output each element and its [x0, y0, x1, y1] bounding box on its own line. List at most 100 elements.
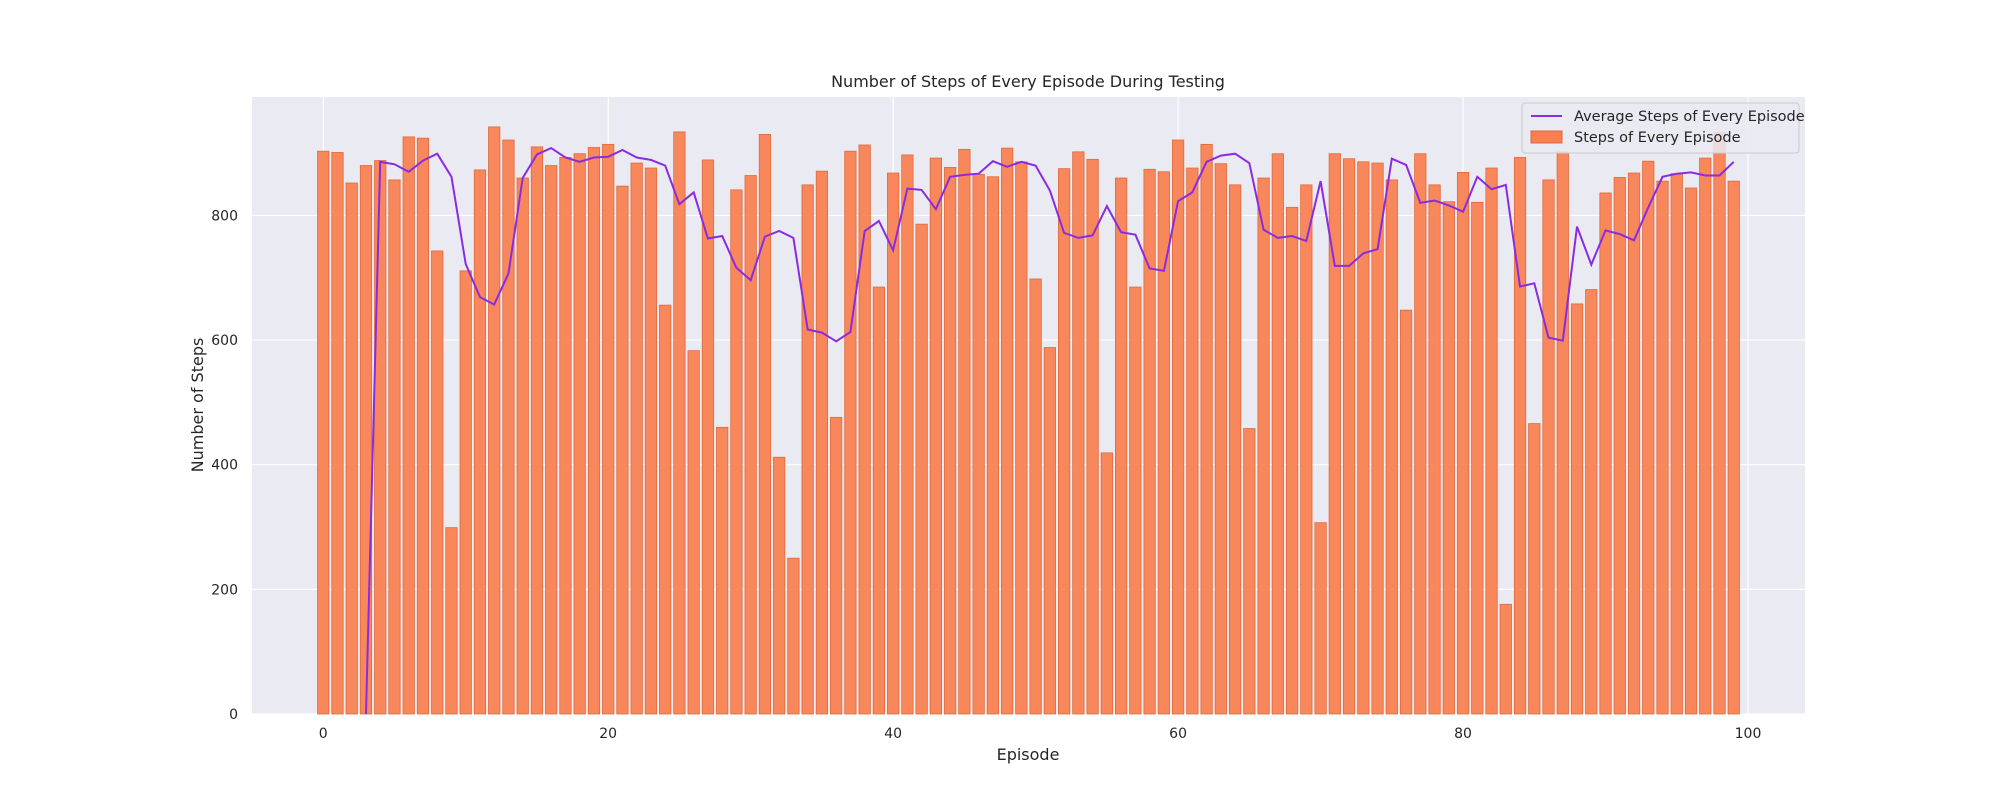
- bar: [1157, 171, 1170, 715]
- bar: [787, 557, 800, 715]
- bar: [1186, 167, 1199, 715]
- bar: [830, 416, 843, 715]
- average-line: [365, 146, 1735, 715]
- bar: [1713, 132, 1726, 715]
- bar: [1456, 172, 1470, 715]
- x-tick-label: 60: [1169, 726, 1187, 742]
- bar: [844, 150, 857, 715]
- bar: [1542, 179, 1555, 715]
- bar: [1371, 162, 1384, 715]
- bar: [744, 175, 757, 715]
- bar: [359, 165, 373, 715]
- bar: [573, 153, 586, 715]
- bar: [1428, 184, 1441, 715]
- bar: [1200, 143, 1213, 715]
- bar: [701, 159, 715, 715]
- x-tick-labels: 0 20 40 60 80 100: [319, 726, 1762, 742]
- bar: [1015, 161, 1028, 715]
- bar: [545, 165, 558, 715]
- bar: [402, 136, 415, 715]
- bar: [1485, 167, 1498, 715]
- bar: [1556, 151, 1569, 715]
- bar: [459, 270, 472, 715]
- bar: [1001, 147, 1014, 715]
- bar: [758, 133, 772, 715]
- bar: [1115, 177, 1128, 715]
- bar: [1300, 184, 1313, 715]
- bar: [872, 286, 885, 715]
- legend-box: [1521, 102, 1800, 154]
- bar: [673, 131, 686, 715]
- bar: [1613, 176, 1626, 715]
- bar: [815, 170, 829, 715]
- bar: [530, 146, 544, 715]
- legend: Average Steps of Every Episode Steps of …: [1521, 102, 1805, 154]
- bar: [1585, 289, 1598, 715]
- bar-series: [317, 126, 1740, 715]
- bar: [773, 456, 786, 715]
- bar: [1656, 180, 1669, 715]
- bar: [1414, 153, 1427, 715]
- x-tick-label: 0: [319, 726, 328, 742]
- x-tick-label: 80: [1454, 726, 1472, 742]
- bar: [901, 154, 914, 715]
- bar: [559, 157, 572, 715]
- y-tick-label: 600: [211, 333, 238, 349]
- bar: [345, 182, 358, 715]
- bar: [1058, 168, 1071, 715]
- y-axis-title: Number of Steps: [188, 338, 207, 473]
- bar: [1499, 603, 1512, 715]
- legend-bar-swatch: [1530, 130, 1563, 144]
- bar: [1684, 187, 1698, 715]
- bar: [858, 144, 871, 715]
- x-tick-label: 20: [599, 726, 617, 742]
- legend-label-average: Average Steps of Every Episode: [1574, 109, 1805, 125]
- bar: [630, 162, 643, 715]
- bar: [502, 139, 515, 715]
- bar: [1528, 423, 1541, 715]
- bar: [887, 172, 900, 715]
- bar: [716, 426, 729, 715]
- bar: [1627, 172, 1641, 715]
- y-tick-label: 0: [229, 707, 238, 723]
- bar: [1100, 452, 1113, 715]
- bar: [1129, 286, 1142, 715]
- bar: [488, 126, 501, 715]
- bar: [1143, 168, 1156, 715]
- bar: [944, 167, 957, 715]
- bar: [1357, 161, 1370, 715]
- bar: [1214, 163, 1227, 715]
- bar: [1399, 309, 1413, 715]
- bar: [317, 150, 330, 715]
- bar: [602, 143, 615, 715]
- bar: [1043, 347, 1056, 715]
- bar: [644, 167, 658, 715]
- bar: [1727, 180, 1740, 715]
- bar: [958, 148, 971, 715]
- bar: [1285, 206, 1299, 715]
- bar: [1228, 184, 1242, 715]
- bar: [1243, 428, 1256, 715]
- y-tick-label: 200: [211, 582, 238, 598]
- y-tick-label: 800: [211, 208, 238, 224]
- bar: [972, 173, 985, 715]
- bar: [374, 160, 387, 715]
- legend-label-steps: Steps of Every Episode: [1574, 130, 1741, 146]
- bar: [616, 185, 629, 715]
- x-axis-title: Episode: [997, 745, 1060, 764]
- bar: [516, 177, 529, 715]
- bar: [801, 184, 814, 715]
- bar: [1670, 173, 1683, 715]
- bar: [1086, 158, 1099, 715]
- bar: [1471, 201, 1484, 715]
- bar: [1642, 160, 1655, 715]
- bar: [1072, 151, 1085, 715]
- bar: [1442, 201, 1455, 715]
- bar: [1699, 157, 1712, 715]
- bar: [587, 147, 601, 715]
- bar: [445, 527, 458, 715]
- y-tick-label: 400: [211, 458, 238, 474]
- bar: [431, 250, 444, 715]
- bar: [687, 350, 700, 715]
